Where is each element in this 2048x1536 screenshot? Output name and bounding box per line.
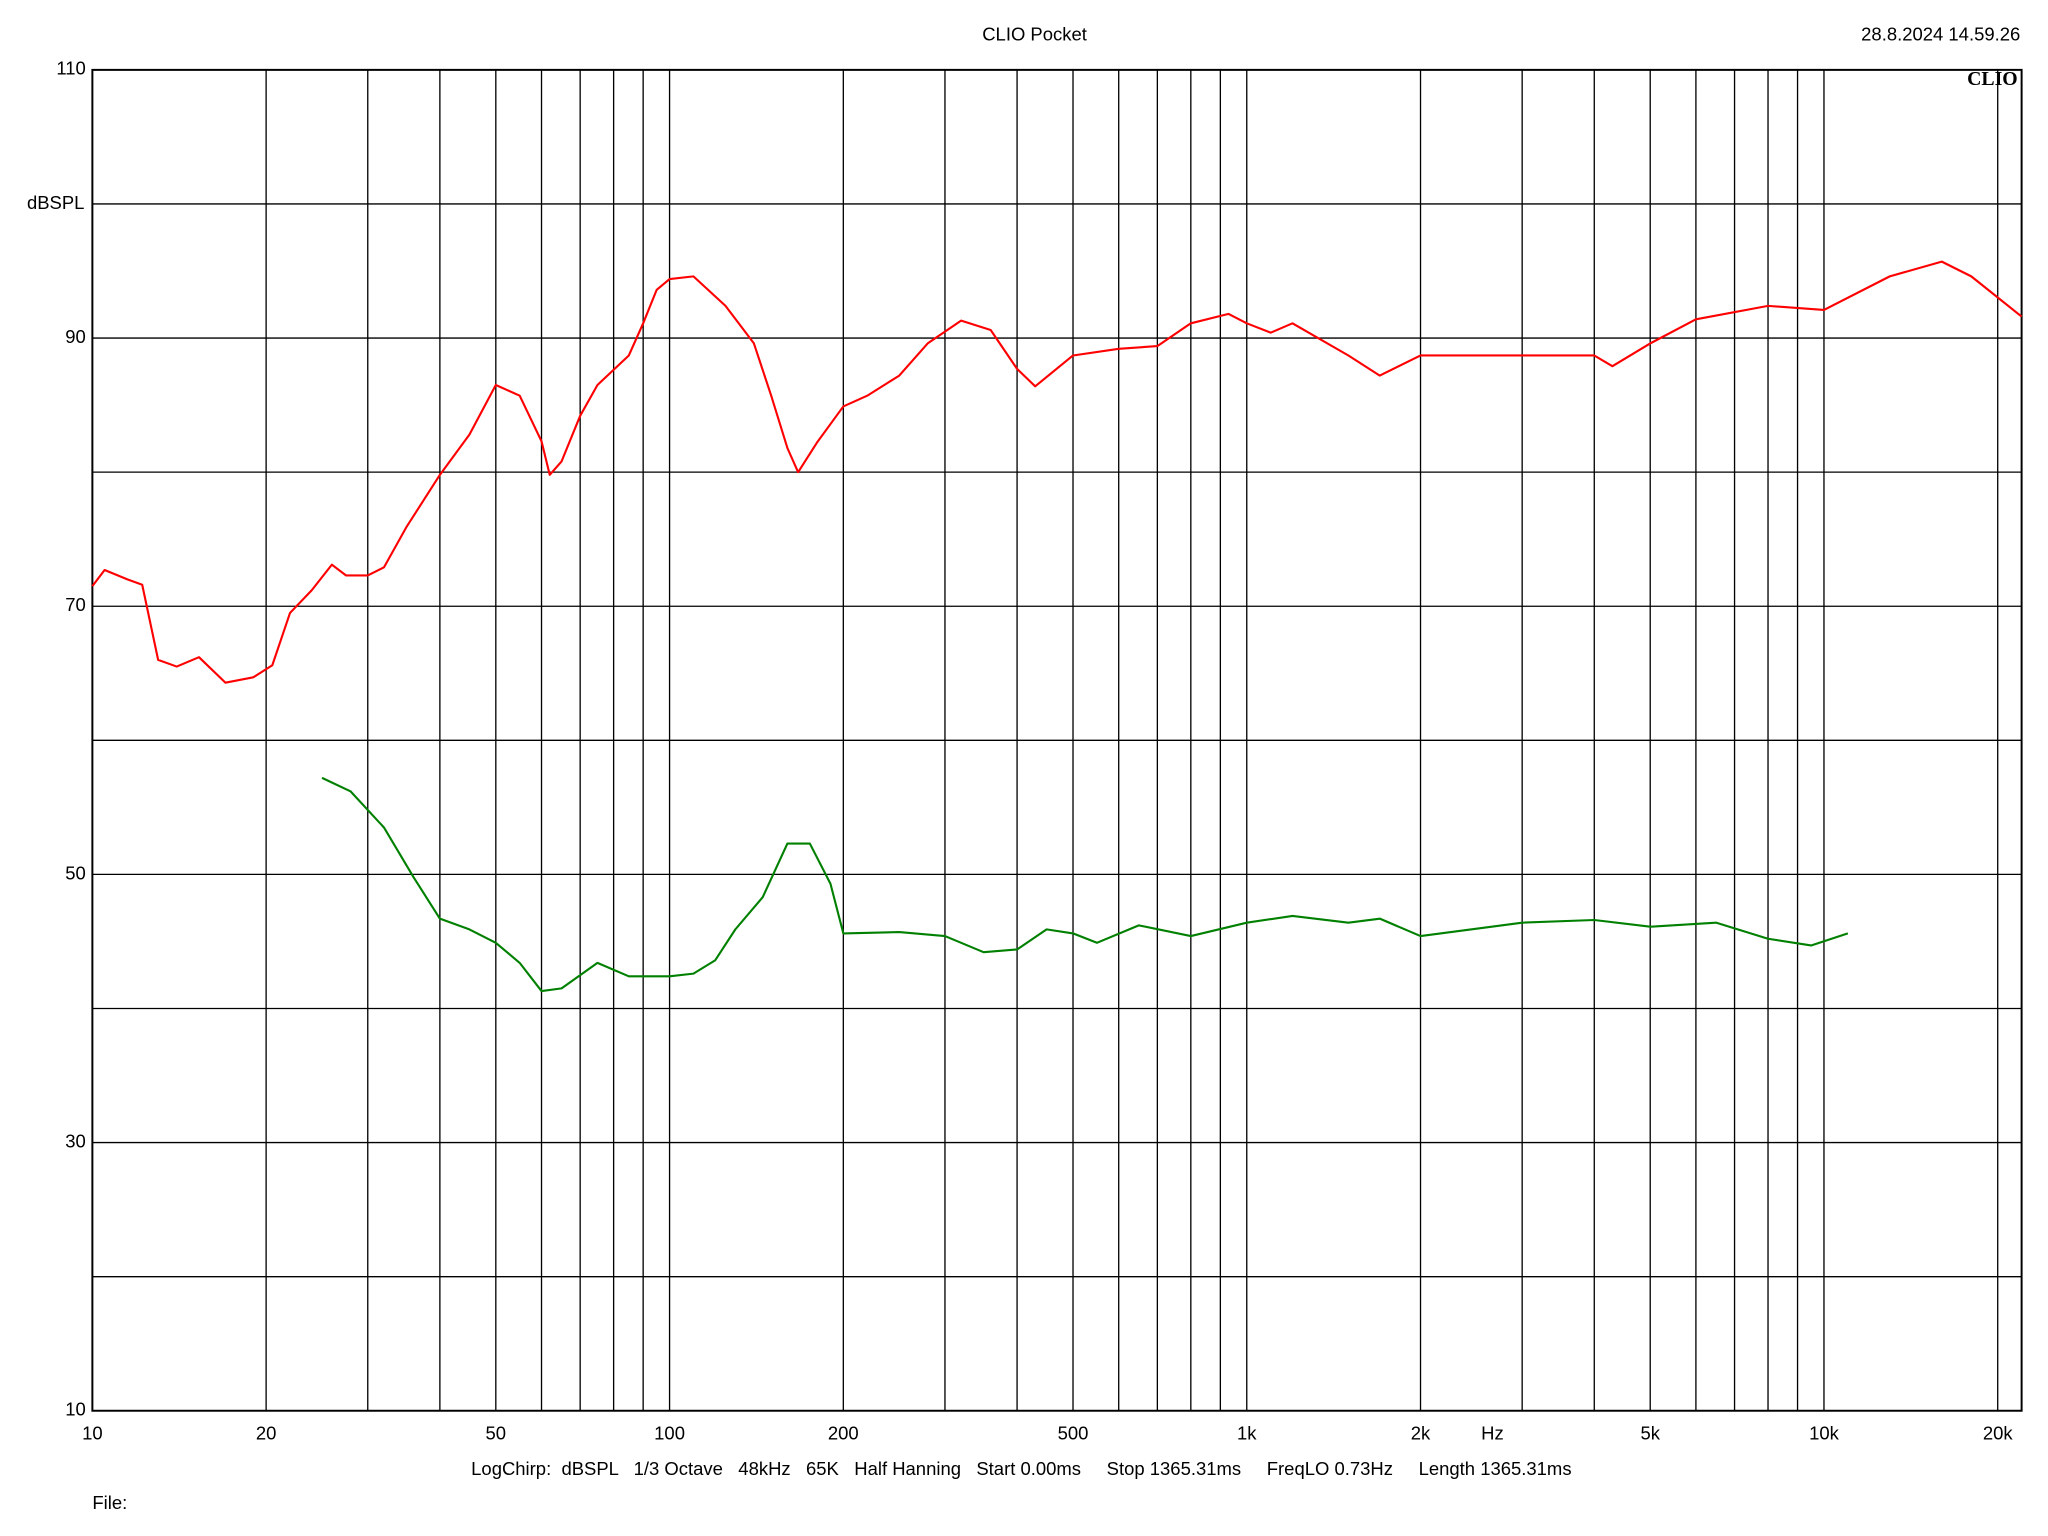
- y-tick-label: 50: [65, 862, 86, 883]
- file-label: File:: [92, 1492, 127, 1513]
- x-tick-label: 50: [486, 1422, 507, 1443]
- data-line: [321, 776, 1849, 993]
- x-tick-label: 10: [82, 1422, 103, 1443]
- y-tick-label: 110: [56, 58, 85, 79]
- x-axis-label: Hz: [1481, 1422, 1504, 1443]
- x-tick-label: 100: [654, 1422, 685, 1443]
- brand: CLIO: [1967, 68, 2018, 90]
- x-tick-label: 5k: [1640, 1422, 1660, 1443]
- chart-title: CLIO Pocket: [982, 23, 1087, 44]
- x-tick-label: 1k: [1237, 1422, 1257, 1443]
- y-tick-label: 10: [65, 1399, 86, 1420]
- y-axis-label: dBSPL: [27, 192, 84, 213]
- x-tick-label: 200: [828, 1422, 859, 1443]
- x-tick-label: 20k: [1983, 1422, 2014, 1443]
- x-tick-label: 10k: [1809, 1422, 1840, 1443]
- x-tick-label: 20: [256, 1422, 277, 1443]
- x-tick-label: 500: [1058, 1422, 1089, 1443]
- y-tick-label: 70: [65, 594, 86, 615]
- x-tick-label: 2k: [1411, 1422, 1431, 1443]
- timestamp: 28.8.2024 14.59.26: [1861, 23, 2020, 44]
- footer: LogChirp: dBSPL 1/3 Octave 48kHz 65K Hal…: [471, 1458, 1571, 1479]
- y-tick-label: 90: [65, 326, 86, 347]
- data-line: [91, 260, 2023, 684]
- y-tick-label: 30: [65, 1130, 86, 1151]
